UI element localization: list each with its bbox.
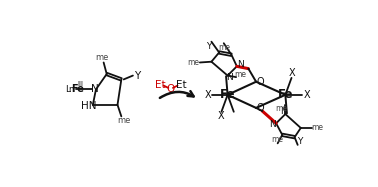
Text: me: me bbox=[276, 104, 288, 113]
Text: N: N bbox=[237, 59, 244, 68]
Text: me: me bbox=[235, 70, 247, 79]
Text: Y: Y bbox=[206, 42, 212, 51]
Text: N: N bbox=[90, 84, 98, 94]
Text: L: L bbox=[65, 85, 70, 94]
Text: Et: Et bbox=[176, 80, 187, 90]
Text: N: N bbox=[226, 73, 233, 82]
Text: X: X bbox=[304, 90, 310, 100]
Text: me: me bbox=[218, 43, 230, 52]
Text: O: O bbox=[166, 84, 175, 94]
Text: me: me bbox=[272, 135, 284, 144]
Text: n: n bbox=[68, 85, 74, 94]
Text: N: N bbox=[269, 120, 276, 129]
Text: O: O bbox=[256, 77, 264, 87]
Text: X: X bbox=[289, 68, 296, 78]
Text: O: O bbox=[256, 103, 264, 113]
Text: N: N bbox=[280, 107, 287, 116]
Text: me: me bbox=[95, 53, 109, 62]
Text: Fe: Fe bbox=[71, 84, 84, 94]
Text: Y: Y bbox=[297, 137, 303, 145]
Text: Fe: Fe bbox=[220, 88, 235, 101]
Text: X: X bbox=[217, 111, 224, 121]
Text: Y: Y bbox=[133, 70, 140, 81]
Text: III: III bbox=[77, 81, 84, 87]
Text: Et: Et bbox=[155, 80, 165, 90]
Text: me: me bbox=[188, 58, 200, 67]
Text: me: me bbox=[312, 123, 324, 132]
Text: Fe: Fe bbox=[277, 88, 293, 101]
Text: X: X bbox=[204, 90, 211, 100]
Text: me: me bbox=[117, 116, 130, 125]
Text: HN: HN bbox=[81, 101, 97, 111]
